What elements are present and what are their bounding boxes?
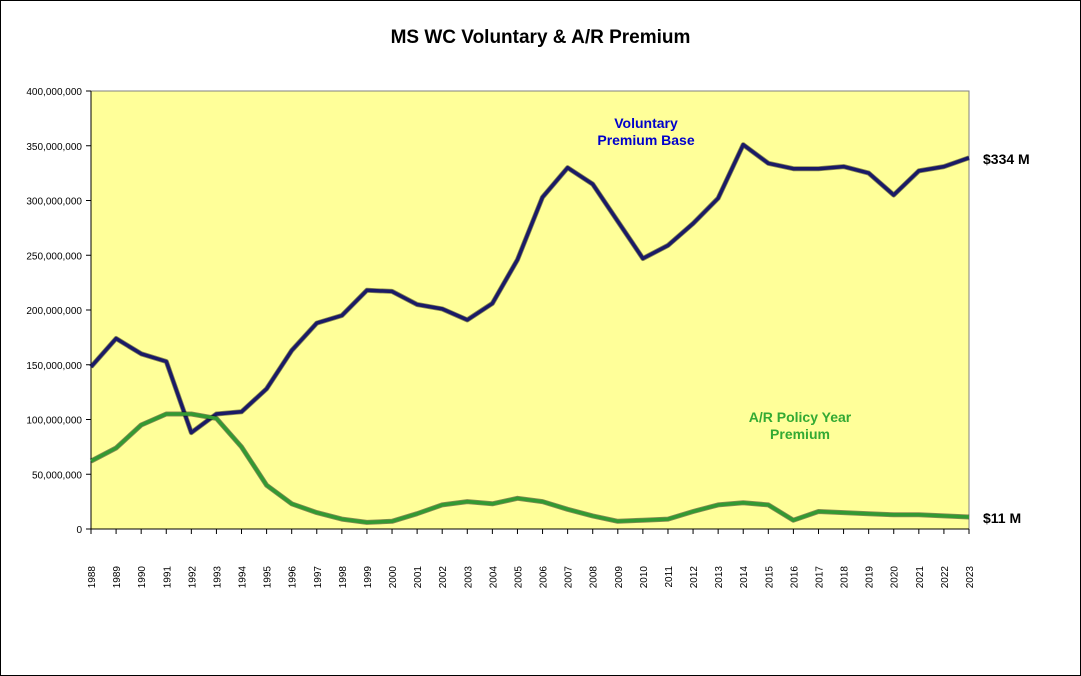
x-tick-label: 2002 <box>438 566 449 589</box>
y-tick-label: 100,000,000 <box>26 416 82 427</box>
voluntary-end-label: $334 M <box>983 151 1030 167</box>
chart-title: MS WC Voluntary & A/R Premium <box>390 27 691 48</box>
x-tick-label: 2023 <box>965 566 976 589</box>
x-tick-label: 2008 <box>589 566 600 589</box>
x-tick-label: 2004 <box>488 566 499 589</box>
x-tick-label: 2001 <box>413 566 424 589</box>
ar-premium-line <box>90 412 970 525</box>
y-tick-label: 350,000,000 <box>26 142 82 153</box>
x-tick-label: 1991 <box>162 566 173 589</box>
x-tick-label: 2021 <box>915 566 926 589</box>
x-tick-label: 2019 <box>865 566 876 589</box>
x-tick-label: 2016 <box>789 566 800 589</box>
x-tick-label: 1998 <box>338 566 349 589</box>
x-tick-label: 2022 <box>940 566 951 589</box>
ar-end-label: $11 M <box>983 510 1021 526</box>
x-tick-label: 2009 <box>614 566 625 589</box>
x-tick-label: 2020 <box>890 566 901 589</box>
y-tick-label: 150,000,000 <box>26 361 82 372</box>
x-tick-label: 2003 <box>463 566 474 589</box>
x-tick-label: 2014 <box>739 566 750 589</box>
x-tick-label: 2018 <box>840 566 851 589</box>
x-tick-label: 2010 <box>639 566 650 589</box>
y-tick-label: 300,000,000 <box>26 197 82 208</box>
y-tick-label: 50,000,000 <box>32 470 82 481</box>
ar-series-label: Premium <box>770 426 830 442</box>
x-tick-label: 1992 <box>187 566 198 589</box>
x-tick-label: 1996 <box>288 566 299 589</box>
x-tick-label: 2000 <box>388 566 399 589</box>
x-tick-label: 1988 <box>87 566 98 589</box>
x-tick-label: 1999 <box>363 566 374 589</box>
voluntary-premium-line <box>89 142 970 435</box>
x-tick-label: 1997 <box>313 566 324 589</box>
x-tick-label: 2013 <box>714 566 725 589</box>
y-tick-label: 250,000,000 <box>26 251 82 262</box>
ar-series-label: A/R Policy Year <box>749 409 852 425</box>
x-tick-label: 2017 <box>814 566 825 589</box>
y-tick-label: 0 <box>76 525 82 536</box>
y-tick-label: 400,000,000 <box>26 87 82 98</box>
voluntary-series-label: Premium Base <box>597 132 694 148</box>
x-tick-label: 1993 <box>212 566 223 589</box>
x-tick-label: 2007 <box>564 566 575 589</box>
x-tick-label: 2011 <box>664 566 675 588</box>
x-tick-label: 2012 <box>689 566 700 589</box>
voluntary-series-label: Voluntary <box>614 115 678 131</box>
x-tick-label: 1995 <box>263 566 274 589</box>
plot-area <box>90 90 970 530</box>
x-tick-label: 2005 <box>513 566 524 589</box>
x-tick-label: 1989 <box>112 566 123 589</box>
series-layer <box>89 142 970 525</box>
x-tick-label: 1990 <box>137 566 148 589</box>
x-tick-label: 2015 <box>764 566 775 589</box>
x-tick-label: 1994 <box>238 566 249 589</box>
y-tick-label: 200,000,000 <box>26 306 82 317</box>
x-tick-label: 2006 <box>539 566 550 589</box>
axes: 0 50,000,000 100,000,000 150,000,000 200,000… <box>26 87 976 588</box>
